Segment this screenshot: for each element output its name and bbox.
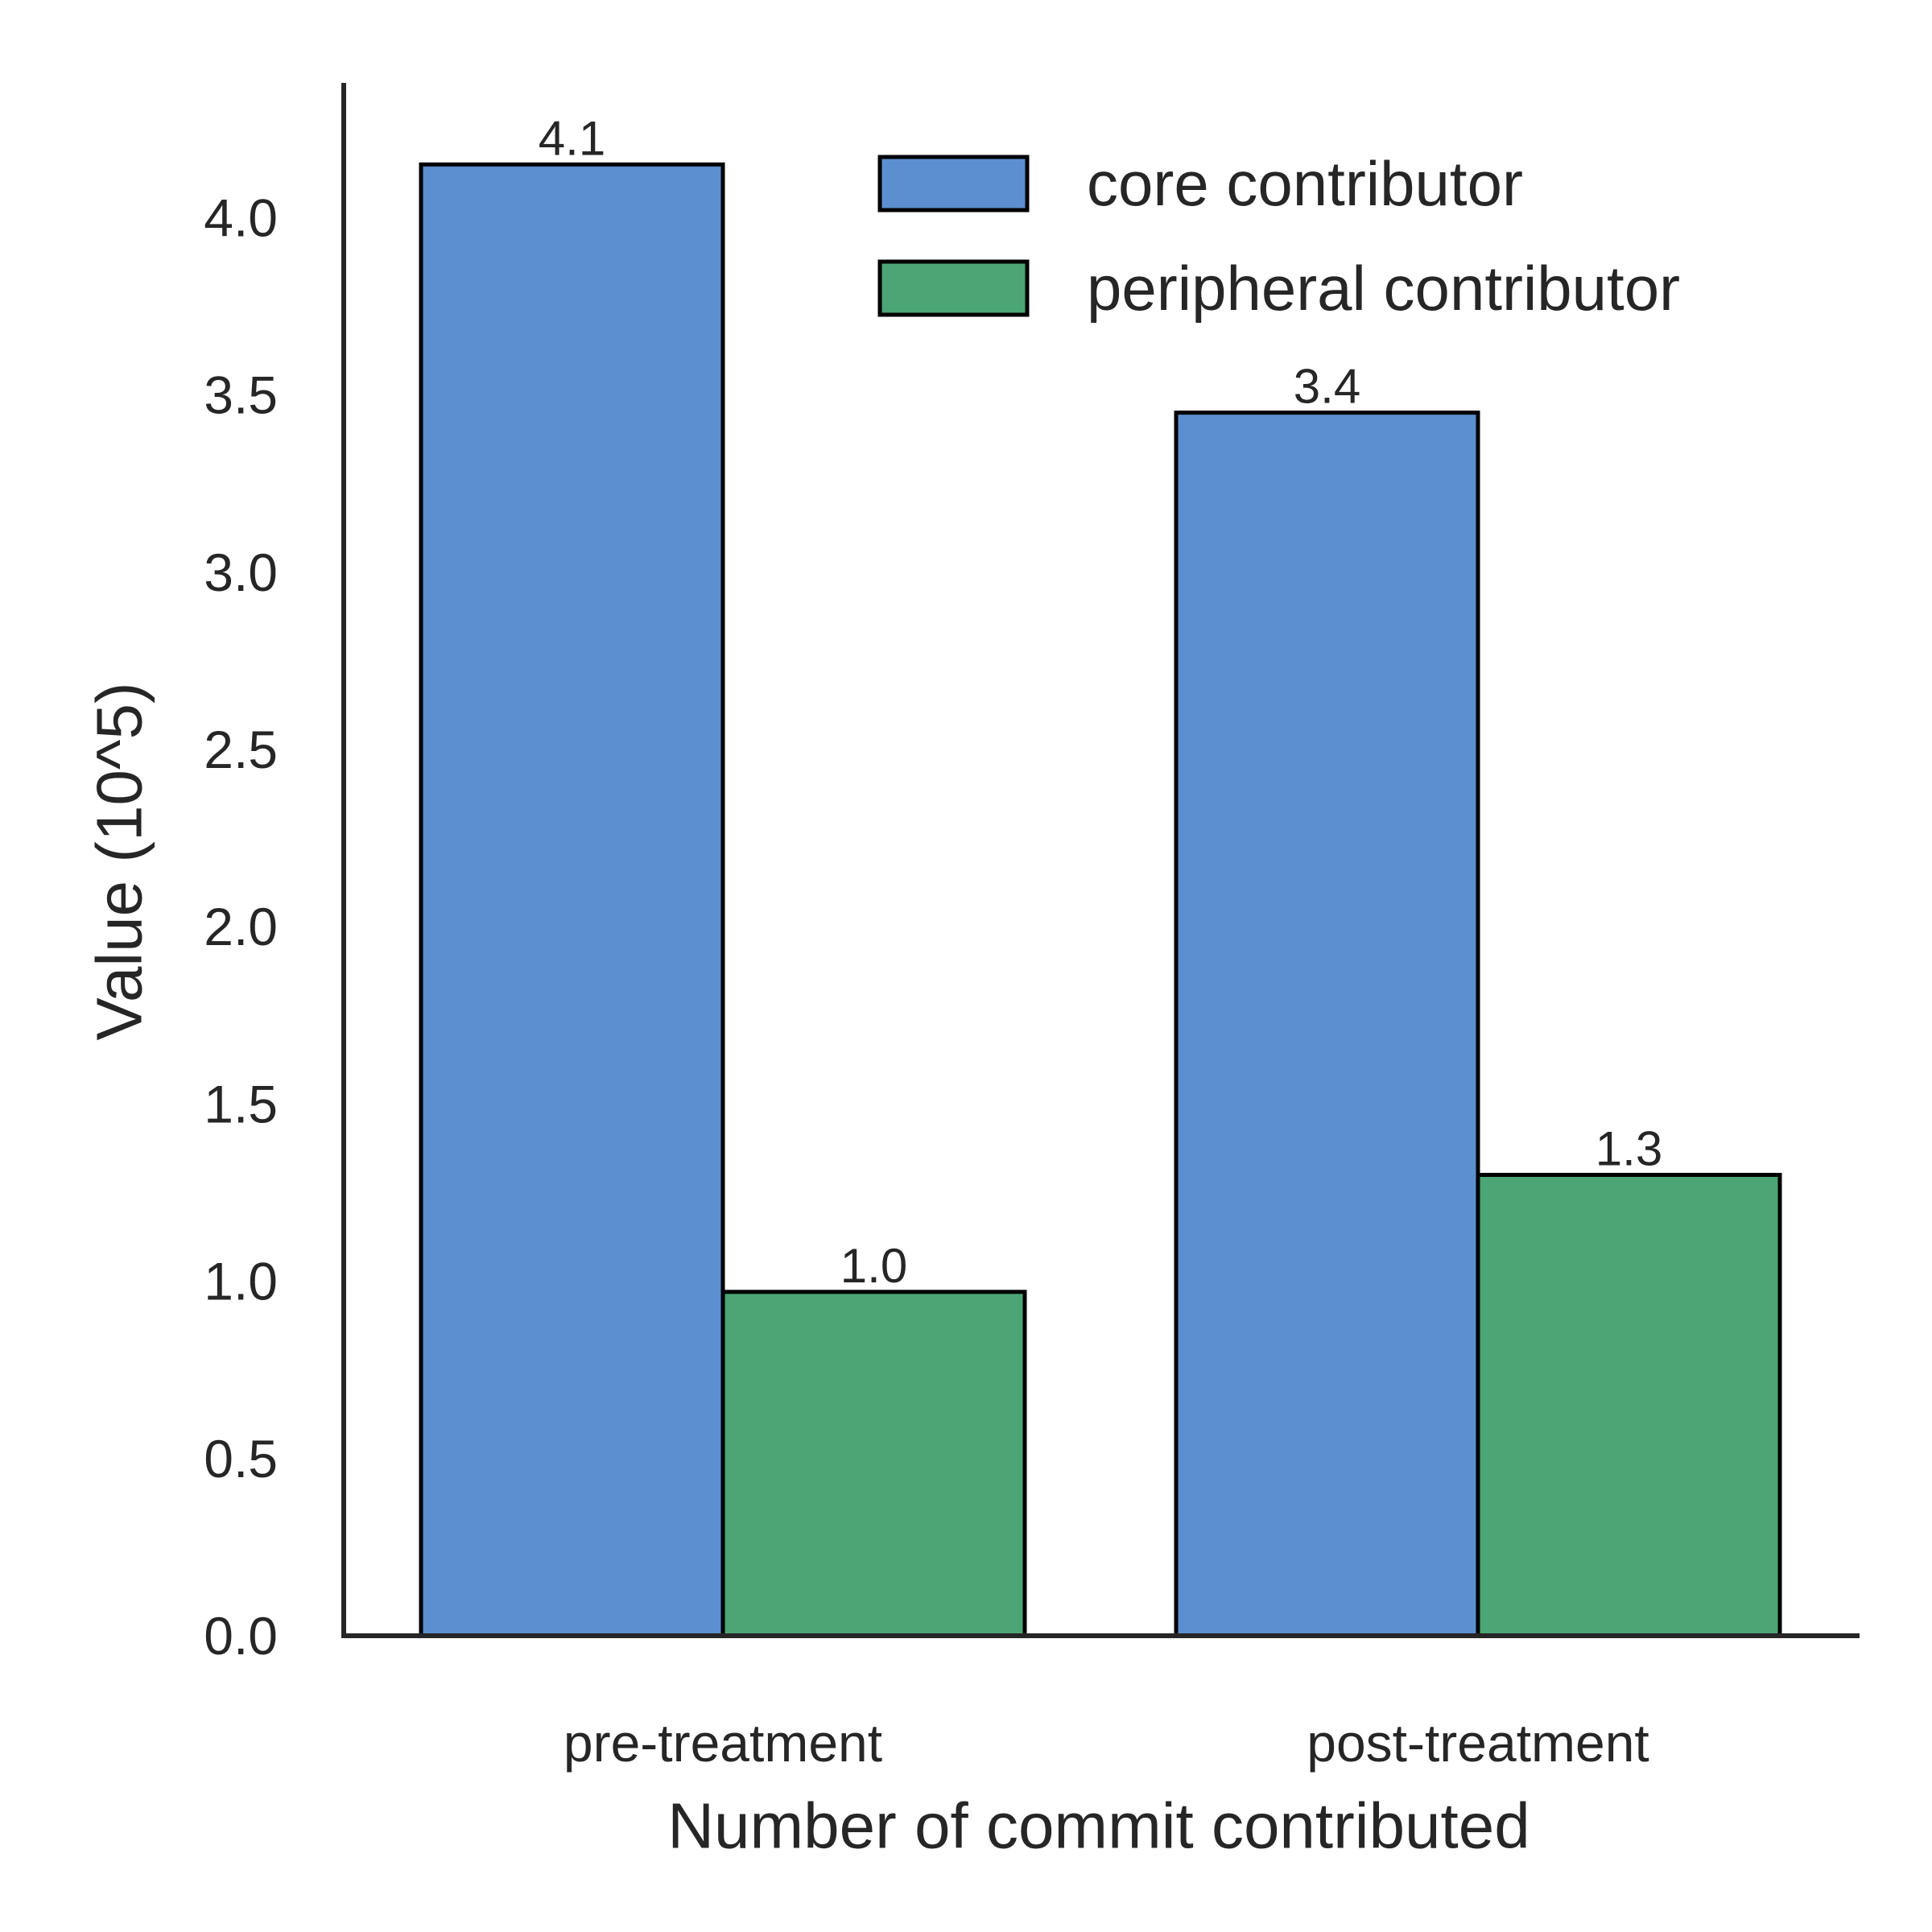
bar-core-contributor-post-treatment: [1174, 411, 1480, 1638]
legend-label-core-contributor: core contributor: [1087, 148, 1523, 219]
y-tick-label: 0.0: [204, 1606, 278, 1666]
data-label-peripheral-contributor-post-treatment: 1.3: [1596, 1121, 1662, 1175]
y-tick-label: 4.0: [204, 188, 278, 247]
data-label-core-contributor-post-treatment: 3.4: [1294, 360, 1360, 414]
legend-swatch-peripheral-contributor: [877, 259, 1030, 317]
x-tick-label-pre-treatment: pre-treatment: [564, 1713, 882, 1773]
y-axis-title: Value (10^5): [84, 682, 155, 1040]
bar-peripheral-contributor-pre-treatment: [720, 1290, 1027, 1638]
y-tick-label: 2.5: [204, 720, 278, 779]
data-label-peripheral-contributor-pre-treatment: 1.0: [840, 1239, 907, 1293]
y-tick-label: 1.0: [204, 1252, 278, 1311]
legend-label-peripheral-contributor: peripheral contributor: [1087, 253, 1680, 324]
data-label-core-contributor-pre-treatment: 4.1: [539, 111, 605, 165]
x-axis-title: Number of commit contributed: [667, 1790, 1530, 1862]
y-tick-label: 1.5: [204, 1074, 278, 1133]
y-tick-label: 2.0: [204, 897, 278, 956]
y-tick-labels-group: 0.0 0.5 1.0 1.5 2.0 2.5 3.0 3.5 4.0: [204, 188, 278, 1666]
y-tick-label: 3.0: [204, 543, 278, 602]
legend: core contributor peripheral contributor: [877, 148, 1680, 324]
bars-group: [419, 162, 1782, 1638]
data-labels-group: 4.1 1.0 3.4 1.3: [539, 111, 1662, 1293]
bar-peripheral-contributor-post-treatment: [1476, 1172, 1782, 1638]
legend-swatch-core-contributor: [877, 155, 1030, 213]
y-tick-label: 0.5: [204, 1429, 278, 1488]
x-tick-labels-group: pre-treatment post-treatment: [564, 1713, 1649, 1773]
y-tick-label: 3.5: [204, 365, 278, 425]
bar-core-contributor-pre-treatment: [419, 162, 725, 1638]
x-tick-label-post-treatment: post-treatment: [1307, 1713, 1649, 1773]
